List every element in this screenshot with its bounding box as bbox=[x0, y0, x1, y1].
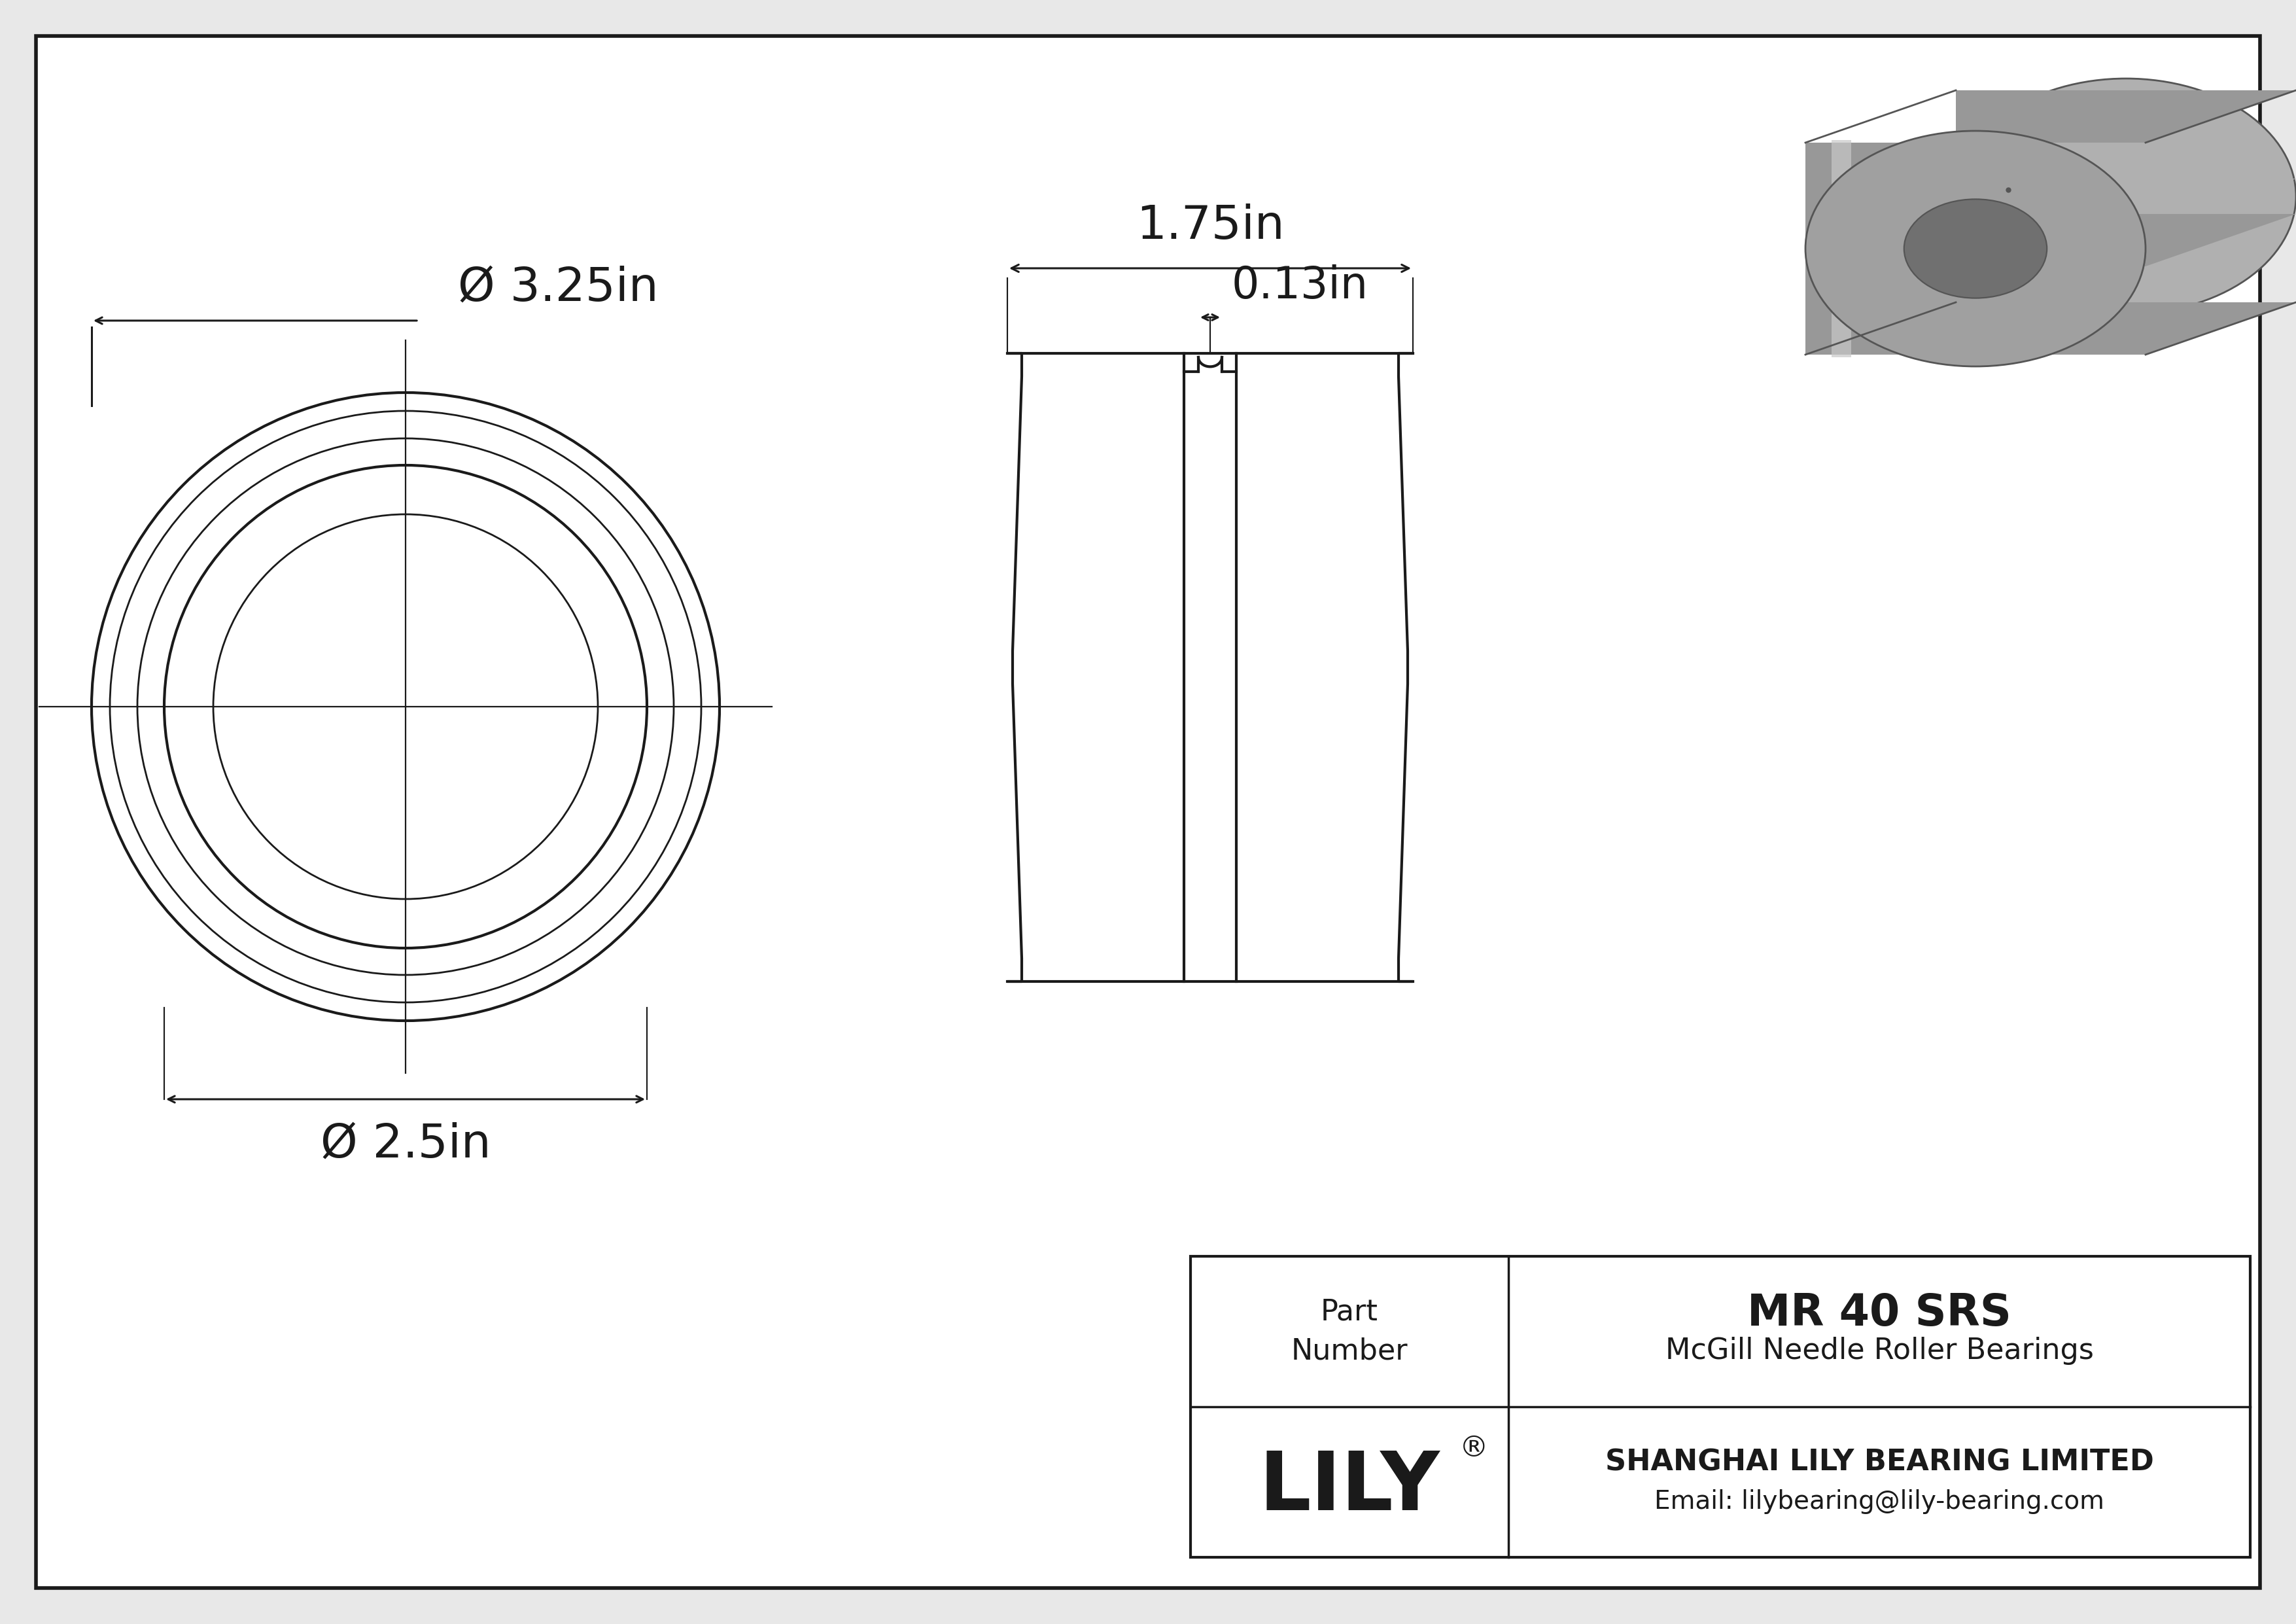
Polygon shape bbox=[1832, 140, 1851, 357]
Polygon shape bbox=[1805, 214, 2296, 266]
Text: McGill Needle Roller Bearings: McGill Needle Roller Bearings bbox=[1665, 1337, 2094, 1366]
Text: Ø 2.5in: Ø 2.5in bbox=[321, 1122, 491, 1168]
Text: MR 40 SRS: MR 40 SRS bbox=[1747, 1291, 2011, 1335]
Text: SHANGHAI LILY BEARING LIMITED: SHANGHAI LILY BEARING LIMITED bbox=[1605, 1449, 2154, 1476]
Ellipse shape bbox=[1903, 200, 2048, 299]
Ellipse shape bbox=[1805, 132, 2144, 367]
Text: 0.13in: 0.13in bbox=[1231, 265, 1368, 307]
Ellipse shape bbox=[1956, 78, 2296, 313]
Polygon shape bbox=[1805, 91, 2296, 354]
Text: Part
Number: Part Number bbox=[1290, 1298, 1407, 1366]
Text: 1.75in: 1.75in bbox=[1137, 203, 1283, 248]
Text: Email: lilybearing@lily-bearing.com: Email: lilybearing@lily-bearing.com bbox=[1655, 1489, 2105, 1514]
Polygon shape bbox=[1805, 179, 2296, 231]
Text: ®: ® bbox=[1460, 1434, 1488, 1462]
Text: LILY: LILY bbox=[1258, 1447, 1440, 1527]
Bar bbox=[1192, 1257, 2250, 1557]
Text: Ø 3.25in: Ø 3.25in bbox=[457, 266, 659, 310]
